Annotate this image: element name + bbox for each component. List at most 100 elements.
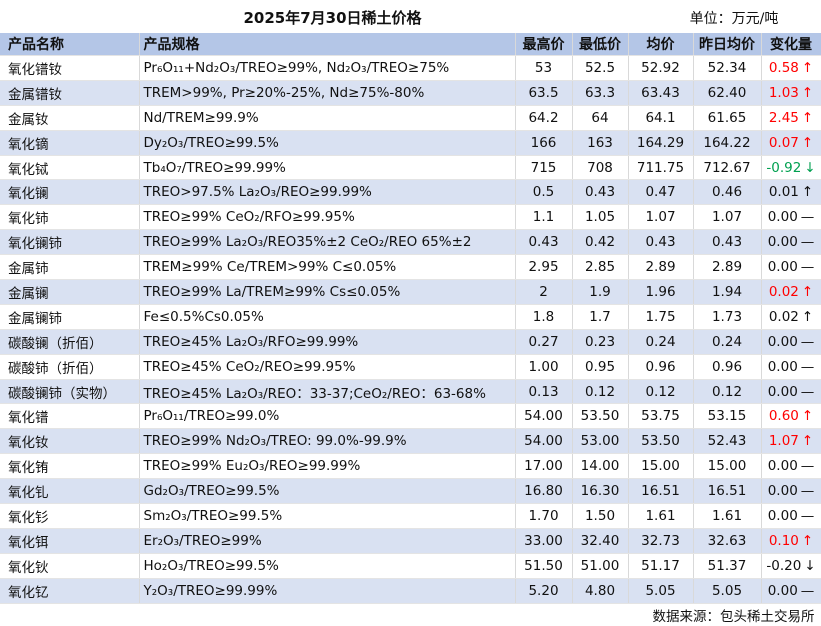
- table-row: 碳酸镧铈（实物） TREO≥45% La₂O₃/REO：33-37;CeO₂/RE…: [0, 379, 821, 405]
- price-low: 4.80: [572, 578, 629, 604]
- arrow-up-icon: ↑: [801, 283, 814, 300]
- price-avg: 0.12: [628, 379, 694, 405]
- product-name: 氧化镨钕: [0, 55, 140, 81]
- price-avg: 1.07: [628, 204, 694, 231]
- product-name: 氧化铽: [0, 155, 140, 181]
- product-spec: Fe≤0.5%Cs0.05%: [139, 304, 516, 330]
- arrow-up-icon: ↑: [801, 532, 814, 549]
- price-avg: 0.96: [628, 354, 694, 380]
- dash-icon: —: [800, 358, 815, 375]
- price-avg: 1.75: [628, 304, 694, 330]
- product-spec: Ho₂O₃/TREO≥99.5%: [139, 553, 516, 579]
- product-name: 氧化镝: [0, 130, 140, 156]
- change-value: 1.03: [768, 84, 799, 101]
- product-spec: TREO≥45% La₂O₃/REO：33-37;CeO₂/REO：63-68%: [139, 379, 516, 405]
- dash-icon: —: [800, 333, 815, 350]
- price-prev-avg: 32.63: [693, 528, 762, 554]
- table-row: 氧化镨钕 Pr₆O₁₁+Nd₂O₃/TREO≥99%, Nd₂O₃/TREO≥75…: [0, 55, 821, 81]
- product-name: 碳酸镧铈（实物）: [0, 379, 140, 405]
- product-spec: TREO≥99% La/TREM≥99% Cs≤0.05%: [139, 279, 516, 305]
- product-name: 氧化钐: [0, 503, 140, 529]
- price-prev-avg: 0.24: [693, 329, 762, 355]
- price-low: 0.23: [572, 329, 629, 355]
- price-prev-avg: 712.67: [693, 155, 762, 181]
- price-low: 64: [572, 105, 629, 131]
- price-change: -0.20 ↓: [761, 553, 821, 579]
- arrow-up-icon: ↑: [801, 134, 814, 151]
- price-prev-avg: 5.05: [693, 578, 762, 604]
- dash-icon: —: [800, 483, 815, 500]
- dash-icon: —: [800, 507, 815, 524]
- table-row: 氧化铒 Er₂O₃/TREO≥99% 33.00 32.40 32.73 32.63 0.1…: [0, 528, 821, 554]
- price-change: 1.07 ↑: [761, 428, 821, 455]
- change-value: 0.02: [768, 283, 799, 300]
- price-change: 0.00—: [761, 329, 821, 355]
- price-avg: 53.50: [628, 428, 694, 455]
- price-change: 0.58 ↑: [761, 55, 821, 81]
- price-avg: 15.00: [628, 453, 694, 480]
- price-low: 163: [572, 130, 629, 156]
- header-high: 最高价: [515, 33, 573, 56]
- price-low: 0.42: [572, 229, 629, 256]
- product-spec: TREO≥99% CeO₂/RFO≥99.95%: [139, 204, 516, 231]
- price-prev-avg: 0.43: [693, 229, 762, 256]
- product-spec: Pr₆O₁₁+Nd₂O₃/TREO≥99%, Nd₂O₃/TREO≥75%: [139, 55, 516, 81]
- price-table: 产品名称 产品规格 最高价 最低价 均价 昨日均价 变化量 氧化镨钕 Pr₆O₁₁…: [0, 33, 821, 626]
- change-value: 0.00: [767, 358, 798, 375]
- data-source: 数据来源：包头稀土交易所: [0, 603, 821, 626]
- price-avg: 53.75: [628, 403, 694, 430]
- price-change: 0.00—: [761, 229, 821, 256]
- change-value: 2.45: [768, 109, 799, 126]
- arrow-up-icon: ↑: [801, 433, 814, 450]
- title-row: 2025年7月30日稀土价格 单位：万元/吨: [0, 0, 821, 33]
- product-name: 金属钕: [0, 105, 140, 131]
- price-prev-avg: 16.51: [693, 478, 762, 505]
- price-low: 1.9: [572, 279, 629, 305]
- price-avg: 0.24: [628, 329, 694, 355]
- table-row: 氧化钐 Sm₂O₃/TREO≥99.5% 1.70 1.50 1.61 1.61 0.00—: [0, 503, 821, 529]
- price-high: 0.13: [515, 379, 573, 405]
- arrow-up-icon: ↑: [801, 184, 814, 201]
- price-change: 0.00—: [761, 379, 821, 405]
- price-high: 0.5: [515, 179, 573, 206]
- product-name: 氧化钕: [0, 428, 140, 455]
- price-low: 14.00: [572, 453, 629, 480]
- price-prev-avg: 2.89: [693, 254, 762, 281]
- table-row: 氧化钬 Ho₂O₃/TREO≥99.5% 51.50 51.00 51.17 51.37-…: [0, 553, 821, 579]
- product-name: 碳酸镧（折佰）: [0, 329, 140, 355]
- product-name: 氧化镧铈: [0, 229, 140, 256]
- price-high: 1.1: [515, 204, 573, 231]
- price-avg: 164.29: [628, 130, 694, 156]
- dash-icon: —: [800, 259, 815, 276]
- table-row: 氧化镝 Dy₂O₃/TREO≥99.5% 166 163 164.29 164.22 0.0…: [0, 130, 821, 156]
- product-spec: Nd/TREM≥99.9%: [139, 105, 516, 131]
- price-avg: 51.17: [628, 553, 694, 579]
- product-spec: Sm₂O₃/TREO≥99.5%: [139, 503, 516, 529]
- price-prev-avg: 164.22: [693, 130, 762, 156]
- price-prev-avg: 0.96: [693, 354, 762, 380]
- change-value: 1.07: [768, 433, 799, 450]
- price-change: 0.00—: [761, 478, 821, 505]
- dash-icon: —: [800, 458, 815, 475]
- product-spec: Gd₂O₃/TREO≥99.5%: [139, 478, 516, 505]
- price-prev-avg: 1.73: [693, 304, 762, 330]
- price-low: 16.30: [572, 478, 629, 505]
- footer-row: 数据来源：包头稀土交易所: [0, 603, 821, 626]
- price-change: 0.00—: [761, 503, 821, 529]
- price-low: 0.12: [572, 379, 629, 405]
- price-low: 1.7: [572, 304, 629, 330]
- price-prev-avg: 62.40: [693, 80, 762, 106]
- price-low: 53.00: [572, 428, 629, 455]
- price-avg: 52.92: [628, 55, 694, 81]
- product-name: 氧化钇: [0, 578, 140, 604]
- arrow-down-icon: ↓: [804, 159, 816, 176]
- price-change: 0.07 ↑: [761, 130, 821, 156]
- price-high: 2.95: [515, 254, 573, 281]
- arrow-up-icon: ↑: [801, 109, 814, 126]
- dash-icon: —: [800, 383, 815, 400]
- dash-icon: —: [800, 209, 815, 226]
- price-low: 32.40: [572, 528, 629, 554]
- price-change: 0.10 ↑: [761, 528, 821, 554]
- table-row: 氧化铈 TREO≥99% CeO₂/RFO≥99.95% 1.1 1.05 1.07 1.…: [0, 204, 821, 231]
- header-avg: 均价: [628, 33, 694, 56]
